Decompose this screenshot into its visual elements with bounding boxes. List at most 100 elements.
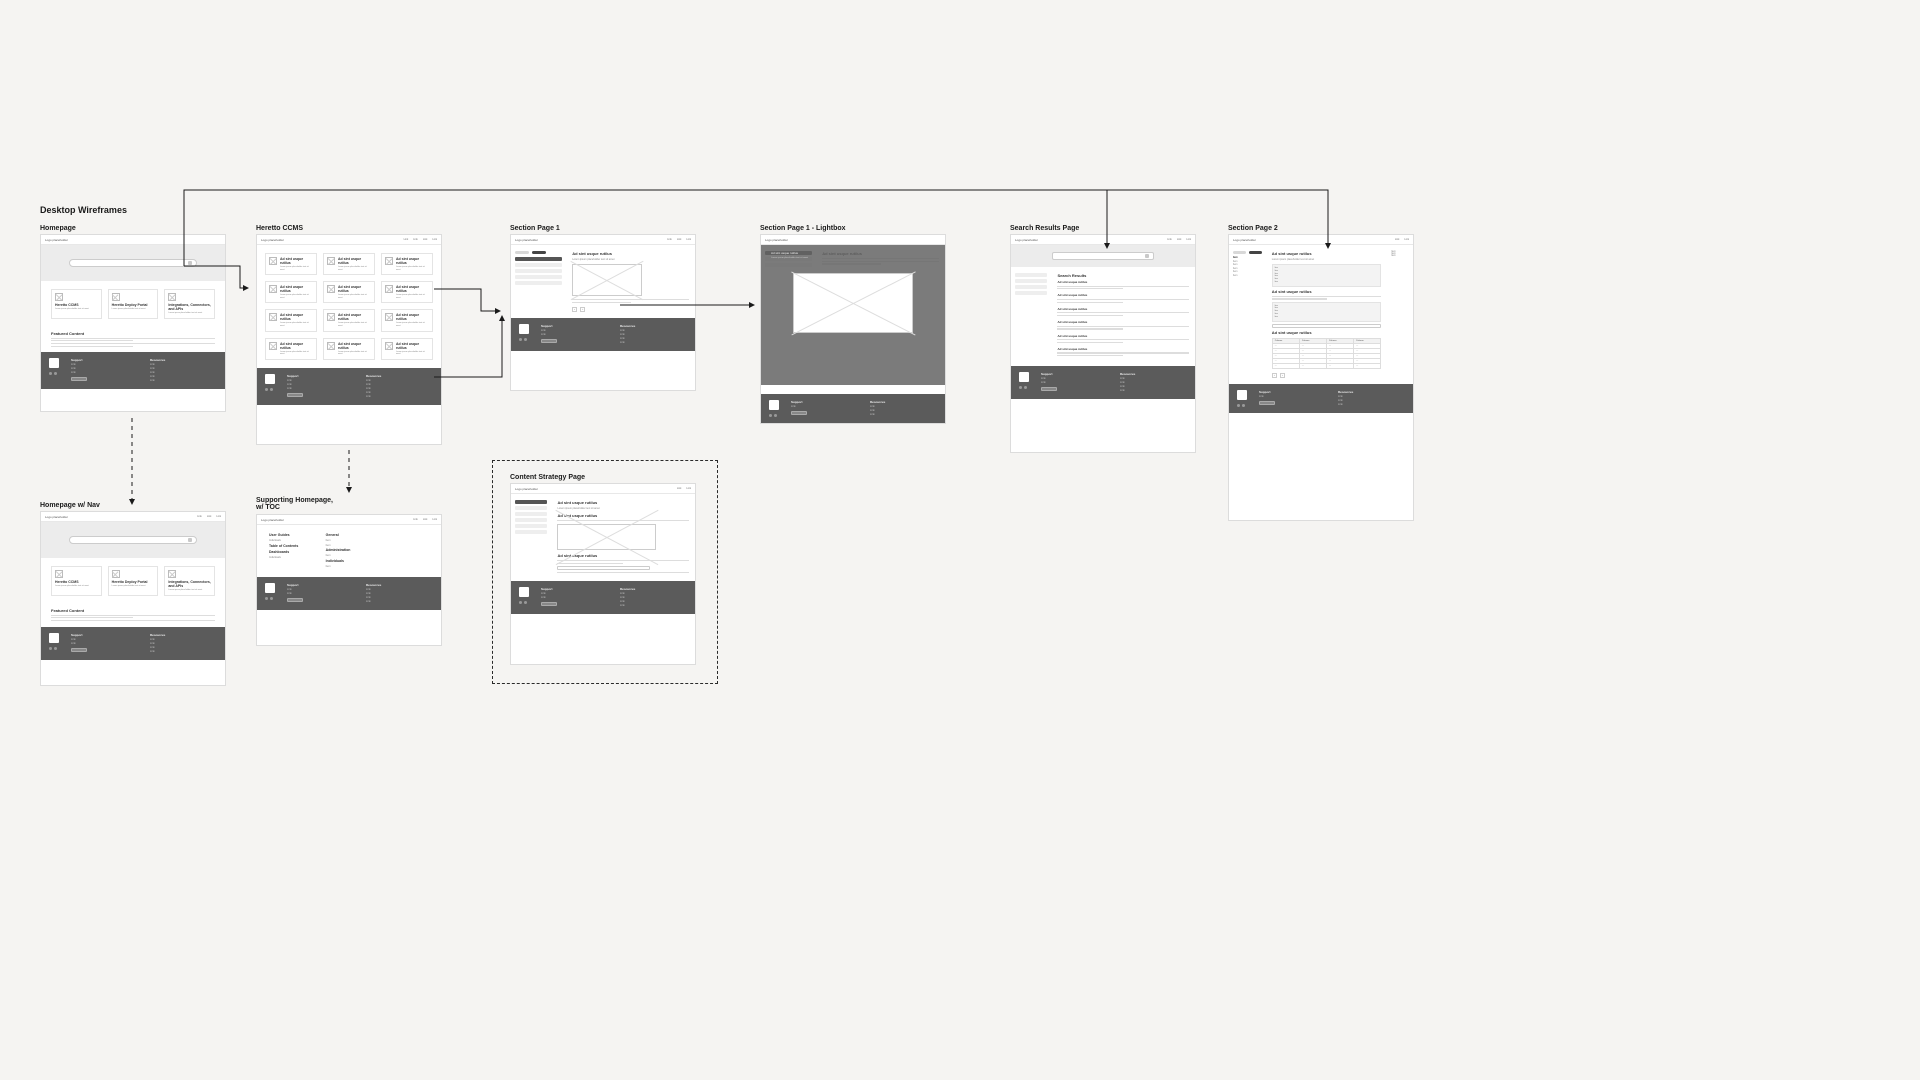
toc-item[interactable]: Item <box>1233 264 1262 266</box>
nav-link[interactable]: Link <box>404 238 409 241</box>
footer-link[interactable]: Link <box>150 371 217 374</box>
grid-card[interactable]: Ad sint usque rutilusLorem ipsum placeho… <box>265 309 317 331</box>
social-icon[interactable] <box>270 597 273 600</box>
nav-link[interactable]: Link <box>216 515 221 518</box>
footer-link[interactable]: Link <box>870 413 937 416</box>
footer-link[interactable]: Link <box>150 367 217 370</box>
search-bar[interactable] <box>1052 252 1153 260</box>
footer-link[interactable]: Link <box>287 588 354 591</box>
footer-button[interactable] <box>71 648 87 652</box>
search-bar[interactable] <box>69 536 198 544</box>
footer-button[interactable] <box>541 602 557 606</box>
input-placeholder[interactable] <box>557 566 649 570</box>
filter-item[interactable] <box>1015 291 1047 295</box>
grid-card[interactable]: Ad sint usque rutilusLorem ipsum placeho… <box>265 338 317 360</box>
nav-link[interactable]: Link <box>686 487 691 490</box>
grid-card[interactable]: Ad sint usque rutilusLorem ipsum placeho… <box>323 281 375 303</box>
social-icon[interactable] <box>270 388 273 391</box>
lightbox-overlay[interactable]: Ad sint usque rutilus Lorem ipsum placeh… <box>761 245 945 385</box>
sidebar-item-active[interactable] <box>515 257 562 261</box>
footer-link[interactable]: Link <box>150 375 217 378</box>
sidebar-item[interactable] <box>515 518 547 522</box>
filter-item[interactable] <box>1015 279 1047 283</box>
footer-link[interactable]: Link <box>541 596 608 599</box>
footer-link[interactable]: Link <box>870 409 937 412</box>
card[interactable]: Integrations, Connectors, and APIsLorem … <box>164 566 215 596</box>
footer-link[interactable]: Link <box>541 333 608 336</box>
nav-link[interactable]: Link <box>1395 238 1400 241</box>
footer-link[interactable]: Link <box>287 592 354 595</box>
footer-link[interactable]: Link <box>150 646 217 649</box>
footer-link[interactable]: Link <box>287 379 354 382</box>
result-item[interactable]: Ad sint usque rutilus <box>1057 334 1189 343</box>
frame-section2[interactable]: Logo placeholder Link Link Item Item Ite… <box>1228 234 1414 521</box>
footer-link[interactable]: Link <box>620 337 687 340</box>
pager-next[interactable]: › <box>580 307 585 312</box>
grid-card[interactable]: Ad sint usque rutilusLorem ipsum placeho… <box>381 338 433 360</box>
footer-link[interactable]: Link <box>366 383 433 386</box>
footer-link[interactable]: Link <box>366 596 433 599</box>
footer-link[interactable]: Link <box>366 600 433 603</box>
result-item[interactable]: Ad sint usque rutilus <box>1057 280 1189 289</box>
sidebar-item[interactable] <box>515 524 547 528</box>
filter-item[interactable] <box>1015 285 1047 289</box>
nav-link[interactable]: Link <box>432 238 437 241</box>
grid-card[interactable]: Ad sint usque rutilusLorem ipsum placeho… <box>381 281 433 303</box>
toc-link[interactable]: Item <box>326 554 373 557</box>
toc-item[interactable]: Item <box>1233 271 1262 273</box>
nav-link[interactable]: Link <box>1404 238 1409 241</box>
footer-button[interactable] <box>1259 401 1275 405</box>
grid-card[interactable]: Ad sint usque rutilusLorem ipsum placeho… <box>381 309 433 331</box>
pager-prev[interactable]: ‹ <box>572 307 577 312</box>
nav-link[interactable]: Link <box>413 238 418 241</box>
footer-link[interactable]: Link <box>1120 385 1187 388</box>
social-icon[interactable] <box>1019 386 1022 389</box>
footer-link[interactable]: Link <box>366 588 433 591</box>
frame-supporting[interactable]: Logo placeholder Link Link Link User Gui… <box>256 514 442 646</box>
footer-link[interactable]: Link <box>620 341 687 344</box>
nav-link[interactable]: Link <box>1186 238 1191 241</box>
footer-link[interactable]: Link <box>620 600 687 603</box>
nav-link[interactable]: Link <box>423 238 428 241</box>
frame-lightbox[interactable]: Logo placeholder Ad sint usque rutilus A… <box>760 234 946 424</box>
result-item[interactable]: Ad sint usque rutilus <box>1057 347 1189 356</box>
input-placeholder[interactable] <box>1272 324 1381 328</box>
footer-link[interactable]: Link <box>1120 377 1187 380</box>
footer-link[interactable]: Link <box>541 329 608 332</box>
grid-card[interactable]: Ad sint usque rutilusLorem ipsum placeho… <box>323 309 375 331</box>
footer-link[interactable]: Link <box>287 387 354 390</box>
footer-link[interactable]: Link <box>1259 395 1326 398</box>
footer-link[interactable]: Link <box>366 379 433 382</box>
nav-link[interactable]: Link <box>667 238 672 241</box>
footer-link[interactable]: Link <box>1120 389 1187 392</box>
breadcrumb-pill[interactable] <box>515 251 529 254</box>
social-icon[interactable] <box>524 338 527 341</box>
footer-link[interactable]: Link <box>620 592 687 595</box>
social-icon[interactable] <box>524 601 527 604</box>
frame-homepage-nav[interactable]: Logo placeholder Link Link Link Heretto … <box>40 511 226 686</box>
card[interactable]: Heretto CCMSLorem ipsum placeholder text… <box>51 289 102 319</box>
footer-link[interactable]: Link <box>71 371 138 374</box>
footer-link[interactable]: Link <box>71 638 138 641</box>
frame-homepage[interactable]: Logo placeholder Heretto CCMSLorem ipsum… <box>40 234 226 412</box>
nav-link[interactable]: Link <box>432 518 437 521</box>
footer-link[interactable]: Link <box>1338 403 1405 406</box>
footer-link[interactable]: Link <box>287 383 354 386</box>
toc-link[interactable]: Individuals <box>269 539 316 542</box>
nav-link[interactable]: Link <box>207 515 212 518</box>
frame-search[interactable]: Logo placeholder Link Link Link Search R… <box>1010 234 1196 453</box>
footer-link[interactable]: Link <box>1338 395 1405 398</box>
toc-link[interactable]: Item <box>326 539 373 542</box>
frame-section1[interactable]: Logo placeholder Link Link Link Ad sin <box>510 234 696 391</box>
toc-item-active[interactable]: Item <box>1233 257 1262 259</box>
footer-button[interactable] <box>1041 387 1057 391</box>
sidebar-item[interactable] <box>515 530 547 534</box>
toc-link[interactable]: Item <box>326 565 373 568</box>
nav-link[interactable]: Link <box>423 518 428 521</box>
filter-item[interactable] <box>1015 273 1047 277</box>
grid-card[interactable]: Ad sint usque rutilusLorem ipsum placeho… <box>265 253 317 275</box>
footer-link[interactable]: Link <box>620 333 687 336</box>
toc-item[interactable]: Item <box>1233 268 1262 270</box>
footer-link[interactable]: Link <box>620 604 687 607</box>
nav-link[interactable]: Link <box>1177 238 1182 241</box>
